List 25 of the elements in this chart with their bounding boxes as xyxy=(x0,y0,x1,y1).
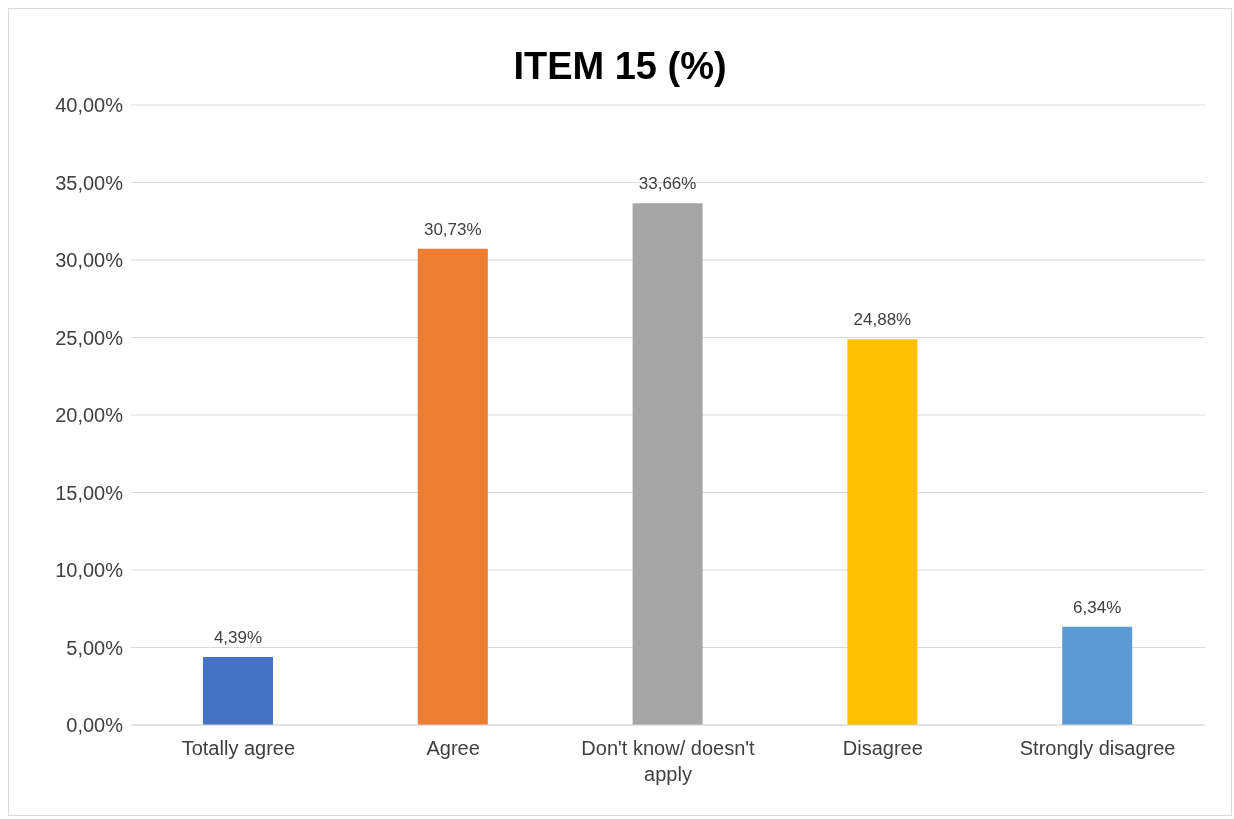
x-tick-label: Disagree xyxy=(842,737,923,759)
bar xyxy=(203,656,273,725)
data-label: 4,39% xyxy=(213,627,263,647)
bar xyxy=(1062,626,1133,725)
y-tick-label: 20,00% xyxy=(55,404,124,427)
bar xyxy=(632,203,703,725)
y-tick-label: 15,00% xyxy=(55,481,124,504)
x-tick-label: Agree xyxy=(426,737,480,759)
data-label: 24,88% xyxy=(853,310,912,330)
chart-title: ITEM 15 (%) xyxy=(512,44,728,89)
y-tick-label: 5,00% xyxy=(66,636,124,659)
data-label: 30,73% xyxy=(423,219,482,239)
y-tick-label: 35,00% xyxy=(55,171,124,194)
x-tick-label: Strongly disagree xyxy=(1019,737,1176,759)
y-tick-label: 25,00% xyxy=(55,326,124,349)
bar xyxy=(847,339,918,725)
y-tick-label: 0,00% xyxy=(66,714,124,737)
bar xyxy=(417,248,488,725)
y-tick-label: 40,00% xyxy=(55,94,124,117)
y-tick-label: 30,00% xyxy=(55,249,124,272)
data-label: 6,34% xyxy=(1073,597,1122,617)
x-tick-label: Totally agree xyxy=(181,737,296,759)
data-label: 33,66% xyxy=(638,174,697,194)
x-tick-label: Don't know/ doesn't apply xyxy=(581,737,756,785)
y-tick-label: 10,00% xyxy=(55,559,124,582)
